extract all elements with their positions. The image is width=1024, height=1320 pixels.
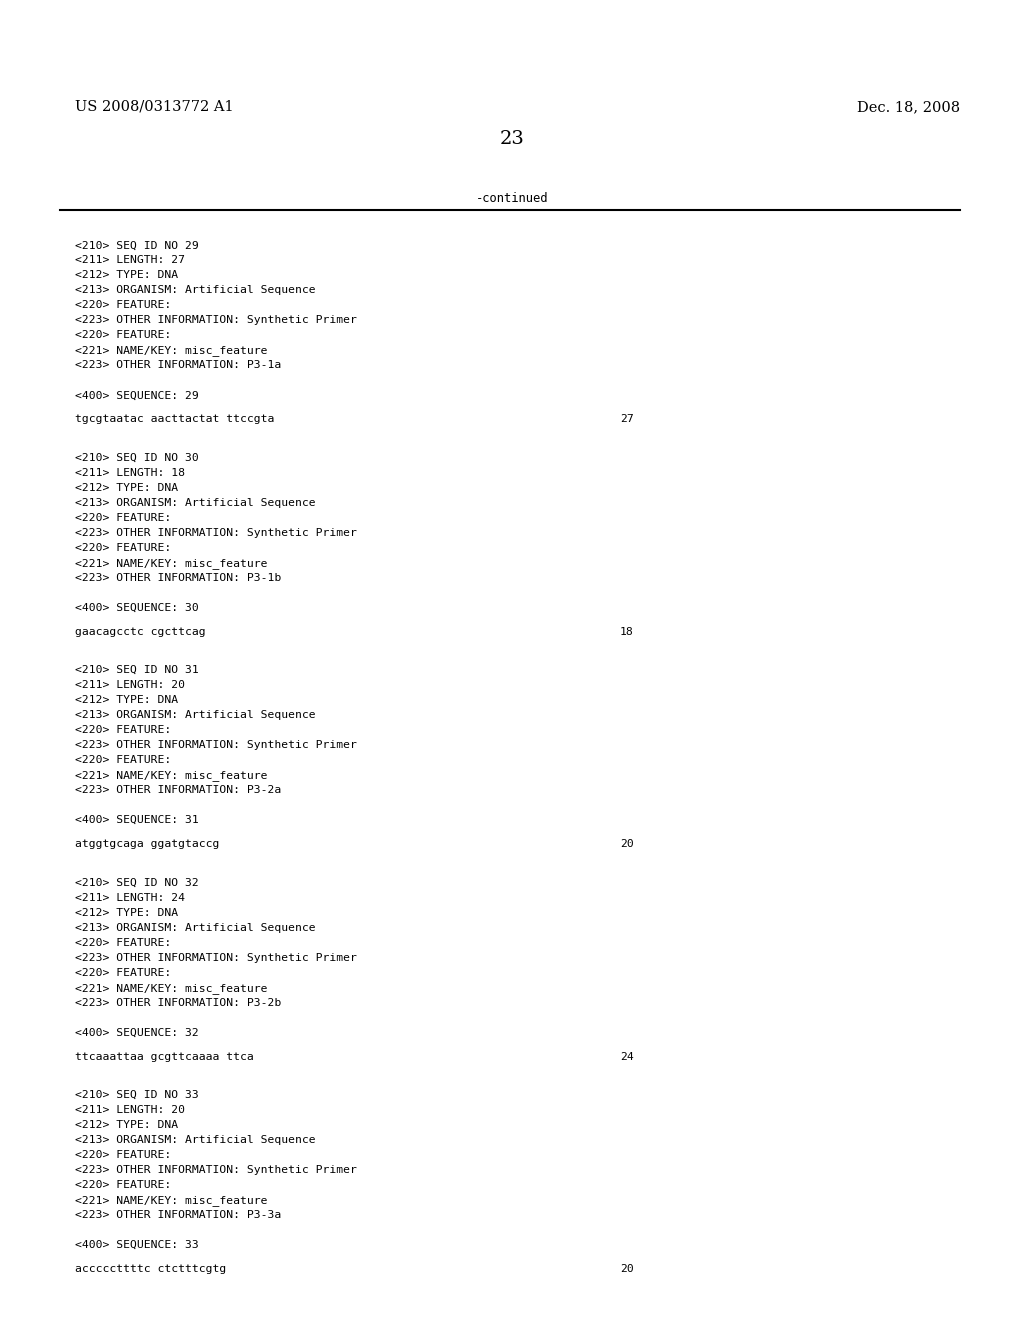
Text: <223> OTHER INFORMATION: P3-2a: <223> OTHER INFORMATION: P3-2a bbox=[75, 785, 282, 795]
Text: 24: 24 bbox=[620, 1052, 634, 1061]
Text: <211> LENGTH: 24: <211> LENGTH: 24 bbox=[75, 892, 185, 903]
Text: <212> TYPE: DNA: <212> TYPE: DNA bbox=[75, 908, 178, 917]
Text: <220> FEATURE:: <220> FEATURE: bbox=[75, 330, 171, 341]
Text: acccccttttc ctctttcgtg: acccccttttc ctctttcgtg bbox=[75, 1265, 226, 1274]
Text: <210> SEQ ID NO 32: <210> SEQ ID NO 32 bbox=[75, 878, 199, 887]
Text: <210> SEQ ID NO 29: <210> SEQ ID NO 29 bbox=[75, 240, 199, 251]
Text: <213> ORGANISM: Artificial Sequence: <213> ORGANISM: Artificial Sequence bbox=[75, 923, 315, 933]
Text: <400> SEQUENCE: 32: <400> SEQUENCE: 32 bbox=[75, 1027, 199, 1038]
Text: 20: 20 bbox=[620, 1265, 634, 1274]
Text: <221> NAME/KEY: misc_feature: <221> NAME/KEY: misc_feature bbox=[75, 1195, 267, 1206]
Text: -continued: -continued bbox=[476, 191, 548, 205]
Text: <223> OTHER INFORMATION: Synthetic Primer: <223> OTHER INFORMATION: Synthetic Prime… bbox=[75, 528, 357, 537]
Text: <213> ORGANISM: Artificial Sequence: <213> ORGANISM: Artificial Sequence bbox=[75, 498, 315, 508]
Text: <220> FEATURE:: <220> FEATURE: bbox=[75, 301, 171, 310]
Text: <223> OTHER INFORMATION: P3-3a: <223> OTHER INFORMATION: P3-3a bbox=[75, 1210, 282, 1220]
Text: gaacagcctc cgcttcag: gaacagcctc cgcttcag bbox=[75, 627, 206, 636]
Text: <220> FEATURE:: <220> FEATURE: bbox=[75, 512, 171, 523]
Text: <223> OTHER INFORMATION: P3-2b: <223> OTHER INFORMATION: P3-2b bbox=[75, 998, 282, 1007]
Text: US 2008/0313772 A1: US 2008/0313772 A1 bbox=[75, 100, 233, 114]
Text: <213> ORGANISM: Artificial Sequence: <213> ORGANISM: Artificial Sequence bbox=[75, 710, 315, 721]
Text: 23: 23 bbox=[500, 129, 524, 148]
Text: <212> TYPE: DNA: <212> TYPE: DNA bbox=[75, 696, 178, 705]
Text: 20: 20 bbox=[620, 840, 634, 849]
Text: <211> LENGTH: 20: <211> LENGTH: 20 bbox=[75, 1105, 185, 1115]
Text: 27: 27 bbox=[620, 414, 634, 425]
Text: <221> NAME/KEY: misc_feature: <221> NAME/KEY: misc_feature bbox=[75, 558, 267, 569]
Text: <220> FEATURE:: <220> FEATURE: bbox=[75, 937, 171, 948]
Text: <211> LENGTH: 27: <211> LENGTH: 27 bbox=[75, 255, 185, 265]
Text: 18: 18 bbox=[620, 627, 634, 636]
Text: <210> SEQ ID NO 33: <210> SEQ ID NO 33 bbox=[75, 1090, 199, 1100]
Text: <400> SEQUENCE: 29: <400> SEQUENCE: 29 bbox=[75, 391, 199, 400]
Text: <210> SEQ ID NO 30: <210> SEQ ID NO 30 bbox=[75, 453, 199, 463]
Text: <220> FEATURE:: <220> FEATURE: bbox=[75, 1180, 171, 1191]
Text: <220> FEATURE:: <220> FEATURE: bbox=[75, 968, 171, 978]
Text: <213> ORGANISM: Artificial Sequence: <213> ORGANISM: Artificial Sequence bbox=[75, 1135, 315, 1144]
Text: <223> OTHER INFORMATION: Synthetic Primer: <223> OTHER INFORMATION: Synthetic Prime… bbox=[75, 1166, 357, 1175]
Text: <220> FEATURE:: <220> FEATURE: bbox=[75, 1150, 171, 1160]
Text: <212> TYPE: DNA: <212> TYPE: DNA bbox=[75, 271, 178, 280]
Text: <221> NAME/KEY: misc_feature: <221> NAME/KEY: misc_feature bbox=[75, 982, 267, 994]
Text: <210> SEQ ID NO 31: <210> SEQ ID NO 31 bbox=[75, 665, 199, 676]
Text: ttcaaattaa gcgttcaaaa ttca: ttcaaattaa gcgttcaaaa ttca bbox=[75, 1052, 254, 1061]
Text: <220> FEATURE:: <220> FEATURE: bbox=[75, 725, 171, 735]
Text: <211> LENGTH: 18: <211> LENGTH: 18 bbox=[75, 467, 185, 478]
Text: <220> FEATURE:: <220> FEATURE: bbox=[75, 755, 171, 766]
Text: <212> TYPE: DNA: <212> TYPE: DNA bbox=[75, 1119, 178, 1130]
Text: <223> OTHER INFORMATION: Synthetic Primer: <223> OTHER INFORMATION: Synthetic Prime… bbox=[75, 741, 357, 750]
Text: <220> FEATURE:: <220> FEATURE: bbox=[75, 543, 171, 553]
Text: <400> SEQUENCE: 30: <400> SEQUENCE: 30 bbox=[75, 603, 199, 612]
Text: <212> TYPE: DNA: <212> TYPE: DNA bbox=[75, 483, 178, 492]
Text: <211> LENGTH: 20: <211> LENGTH: 20 bbox=[75, 680, 185, 690]
Text: Dec. 18, 2008: Dec. 18, 2008 bbox=[857, 100, 961, 114]
Text: tgcgtaatac aacttactat ttccgta: tgcgtaatac aacttactat ttccgta bbox=[75, 414, 274, 425]
Text: <221> NAME/KEY: misc_feature: <221> NAME/KEY: misc_feature bbox=[75, 770, 267, 781]
Text: <223> OTHER INFORMATION: P3-1a: <223> OTHER INFORMATION: P3-1a bbox=[75, 360, 282, 371]
Text: <400> SEQUENCE: 31: <400> SEQUENCE: 31 bbox=[75, 816, 199, 825]
Text: atggtgcaga ggatgtaccg: atggtgcaga ggatgtaccg bbox=[75, 840, 219, 849]
Text: <223> OTHER INFORMATION: P3-1b: <223> OTHER INFORMATION: P3-1b bbox=[75, 573, 282, 583]
Text: <400> SEQUENCE: 33: <400> SEQUENCE: 33 bbox=[75, 1239, 199, 1250]
Text: <223> OTHER INFORMATION: Synthetic Primer: <223> OTHER INFORMATION: Synthetic Prime… bbox=[75, 315, 357, 326]
Text: <213> ORGANISM: Artificial Sequence: <213> ORGANISM: Artificial Sequence bbox=[75, 285, 315, 296]
Text: <223> OTHER INFORMATION: Synthetic Primer: <223> OTHER INFORMATION: Synthetic Prime… bbox=[75, 953, 357, 962]
Text: <221> NAME/KEY: misc_feature: <221> NAME/KEY: misc_feature bbox=[75, 346, 267, 356]
